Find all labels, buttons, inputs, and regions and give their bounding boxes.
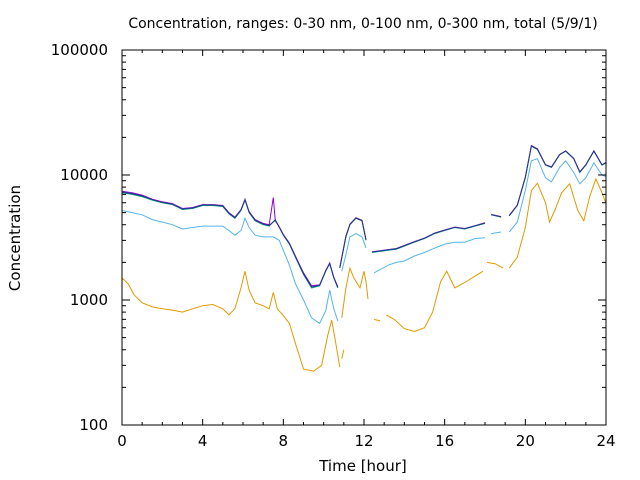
series-0-line [508, 177, 607, 269]
series-0-line [341, 266, 369, 318]
x-tick-label: 24 [596, 432, 615, 450]
series-0-line [486, 261, 504, 269]
series-4-line [508, 145, 607, 217]
y-tick-label: 10000 [60, 166, 108, 184]
x-tick-label: 8 [279, 432, 289, 450]
series-4-line [121, 191, 339, 288]
series-2-line [121, 192, 339, 289]
series-1-line [121, 210, 339, 325]
plot-frame [121, 49, 607, 426]
series-1-line [508, 158, 607, 233]
x-axis-label: Time [hour] [318, 457, 407, 475]
x-tick-label: 20 [516, 432, 535, 450]
series-2-line [339, 217, 367, 269]
series-0-line [373, 318, 381, 322]
series-1-line [341, 233, 367, 272]
y-axis-label: Concentration [6, 185, 24, 291]
y-tick-label: 100000 [51, 41, 108, 59]
series-0-line [121, 271, 341, 372]
series-1-line [373, 237, 486, 274]
x-tick-label: 0 [117, 432, 127, 450]
y-tick-label: 100 [79, 416, 108, 434]
series-3-line [121, 190, 339, 287]
series-4-line [490, 214, 502, 218]
series-layer [121, 144, 607, 372]
series-0-line [341, 349, 345, 359]
ticks-layer: 0 4 8 12 16 20 24 100 1000 10000 100000 [51, 41, 616, 450]
series-4-line [372, 222, 486, 253]
x-tick-label: 12 [354, 432, 373, 450]
series-3-line [372, 222, 486, 253]
chart-title: Concentration, ranges: 0-30 nm, 0-100 nm… [128, 16, 597, 32]
series-0-line [385, 270, 484, 333]
y-tick-label: 1000 [70, 291, 108, 309]
x-tick-label: 4 [198, 432, 208, 450]
series-1-line [491, 231, 502, 235]
x-tick-label: 16 [435, 432, 454, 450]
series-3-line [339, 217, 367, 268]
series-4-line [339, 217, 367, 268]
